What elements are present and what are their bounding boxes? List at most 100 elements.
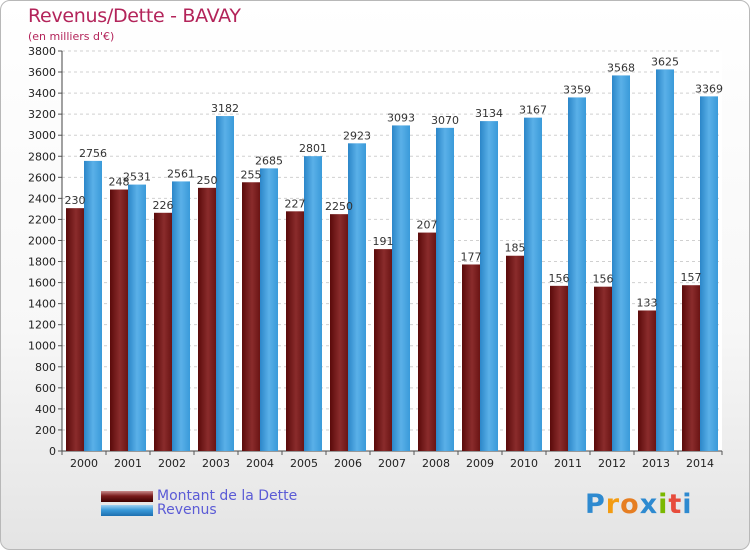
x-tick-label: 2001	[114, 457, 142, 470]
bar-dette	[418, 232, 436, 451]
y-tick-label: 1000	[28, 340, 56, 353]
x-tick-label: 2013	[642, 457, 670, 470]
bar-dette	[638, 310, 656, 451]
logo-letter: t	[668, 489, 683, 520]
data-label-dette: 156	[593, 273, 614, 286]
data-label-revenus: 3070	[431, 114, 459, 127]
bar-revenus	[480, 121, 498, 452]
data-label-revenus: 2923	[343, 129, 371, 142]
x-tick-label: 2008	[422, 457, 450, 470]
legend-label-dette: Montant de la Dette	[157, 488, 298, 504]
y-tick-label: 600	[35, 382, 56, 395]
x-tick-label: 2011	[554, 457, 582, 470]
data-label-revenus: 3369	[695, 82, 723, 95]
data-label-revenus: 3182	[211, 102, 239, 115]
bar-revenus	[436, 127, 454, 451]
bar-revenus	[260, 168, 278, 452]
bar-revenus	[568, 97, 586, 451]
logo-letter: i	[658, 489, 669, 520]
bar-dette	[330, 214, 348, 451]
x-tick-label: 2010	[510, 457, 538, 470]
bar-dette	[154, 212, 172, 451]
bar-revenus	[392, 125, 410, 451]
legend-swatch-revenus	[101, 504, 153, 516]
data-label-dette: 133	[637, 296, 658, 309]
bar-dette	[198, 187, 216, 451]
x-tick-label: 2012	[598, 457, 626, 470]
logo-letter: i	[682, 489, 693, 520]
bar-dette	[110, 189, 128, 452]
bar-revenus	[612, 75, 630, 451]
bar-dette	[374, 249, 392, 451]
data-label-dette: 177	[461, 250, 482, 263]
data-label-dette: 255	[241, 168, 262, 181]
bar-revenus	[128, 184, 146, 451]
data-label-revenus: 3167	[519, 104, 547, 117]
y-tick-label: 3600	[28, 66, 56, 79]
x-tick-label: 2004	[246, 457, 274, 470]
bar-dette	[594, 286, 612, 451]
x-tick-label: 2014	[686, 457, 714, 470]
y-tick-label: 2200	[28, 213, 56, 226]
bar-revenus	[84, 160, 102, 452]
y-tick-label: 2000	[28, 234, 56, 247]
data-label-revenus: 3359	[563, 83, 591, 96]
x-tick-label: 2000	[70, 457, 98, 470]
y-tick-label: 1200	[28, 319, 56, 332]
data-label-dette: 185	[505, 242, 526, 255]
logo-letter: r	[605, 489, 621, 520]
bar-revenus	[656, 69, 674, 451]
proxiti-logo: Proxiti	[585, 489, 693, 520]
data-label-dette: 191	[373, 235, 394, 248]
data-label-dette: 2250	[325, 200, 353, 213]
bar-revenus	[172, 181, 190, 451]
data-label-revenus: 2801	[299, 142, 327, 155]
data-label-dette: 157	[681, 271, 702, 284]
data-label-revenus: 2561	[167, 167, 195, 180]
y-tick-label: 3000	[28, 129, 56, 142]
logo-letter: o	[620, 489, 640, 520]
data-label-revenus: 2531	[123, 171, 151, 184]
data-label-revenus: 3093	[387, 111, 415, 124]
data-label-revenus: 2756	[79, 147, 107, 160]
bar-dette	[506, 255, 524, 451]
y-tick-label: 1800	[28, 256, 56, 269]
data-label-dette: 227	[285, 197, 306, 210]
y-tick-label: 200	[35, 424, 56, 437]
bar-dette	[550, 285, 568, 451]
data-label-dette: 156	[549, 272, 570, 285]
y-tick-label: 1600	[28, 277, 56, 290]
legend-item-dette: Montant de la Dette	[101, 488, 297, 504]
data-label-revenus: 2685	[255, 154, 283, 167]
data-label-revenus: 3568	[607, 61, 635, 74]
bar-revenus	[700, 96, 718, 452]
y-tick-label: 1400	[28, 298, 56, 311]
bar-dette	[462, 264, 480, 451]
data-label-dette: 226	[153, 199, 174, 212]
y-tick-label: 0	[49, 445, 56, 458]
y-tick-label: 3400	[28, 87, 56, 100]
x-tick-label: 2005	[290, 457, 318, 470]
y-tick-label: 2800	[28, 150, 56, 163]
chart-subtitle: (en milliers d'€)	[28, 30, 115, 43]
logo-letter: x	[639, 489, 659, 520]
data-label-dette: 207	[417, 219, 438, 232]
legend-label-revenus: Revenus	[157, 502, 217, 518]
bar-dette	[242, 182, 260, 451]
bar-revenus	[524, 117, 542, 451]
x-tick-label: 2006	[334, 457, 362, 470]
y-tick-label: 800	[35, 361, 56, 374]
bar-revenus	[304, 156, 322, 451]
y-tick-label: 2400	[28, 192, 56, 205]
y-tick-label: 3200	[28, 108, 56, 121]
bar-revenus	[216, 116, 234, 451]
bar-dette	[682, 285, 700, 451]
x-tick-label: 2009	[466, 457, 494, 470]
x-tick-label: 2007	[378, 457, 406, 470]
data-label-dette: 248	[109, 176, 130, 189]
data-label-revenus: 3134	[475, 107, 503, 120]
data-label-dette: 250	[197, 174, 218, 187]
data-label-revenus: 3625	[651, 55, 679, 68]
